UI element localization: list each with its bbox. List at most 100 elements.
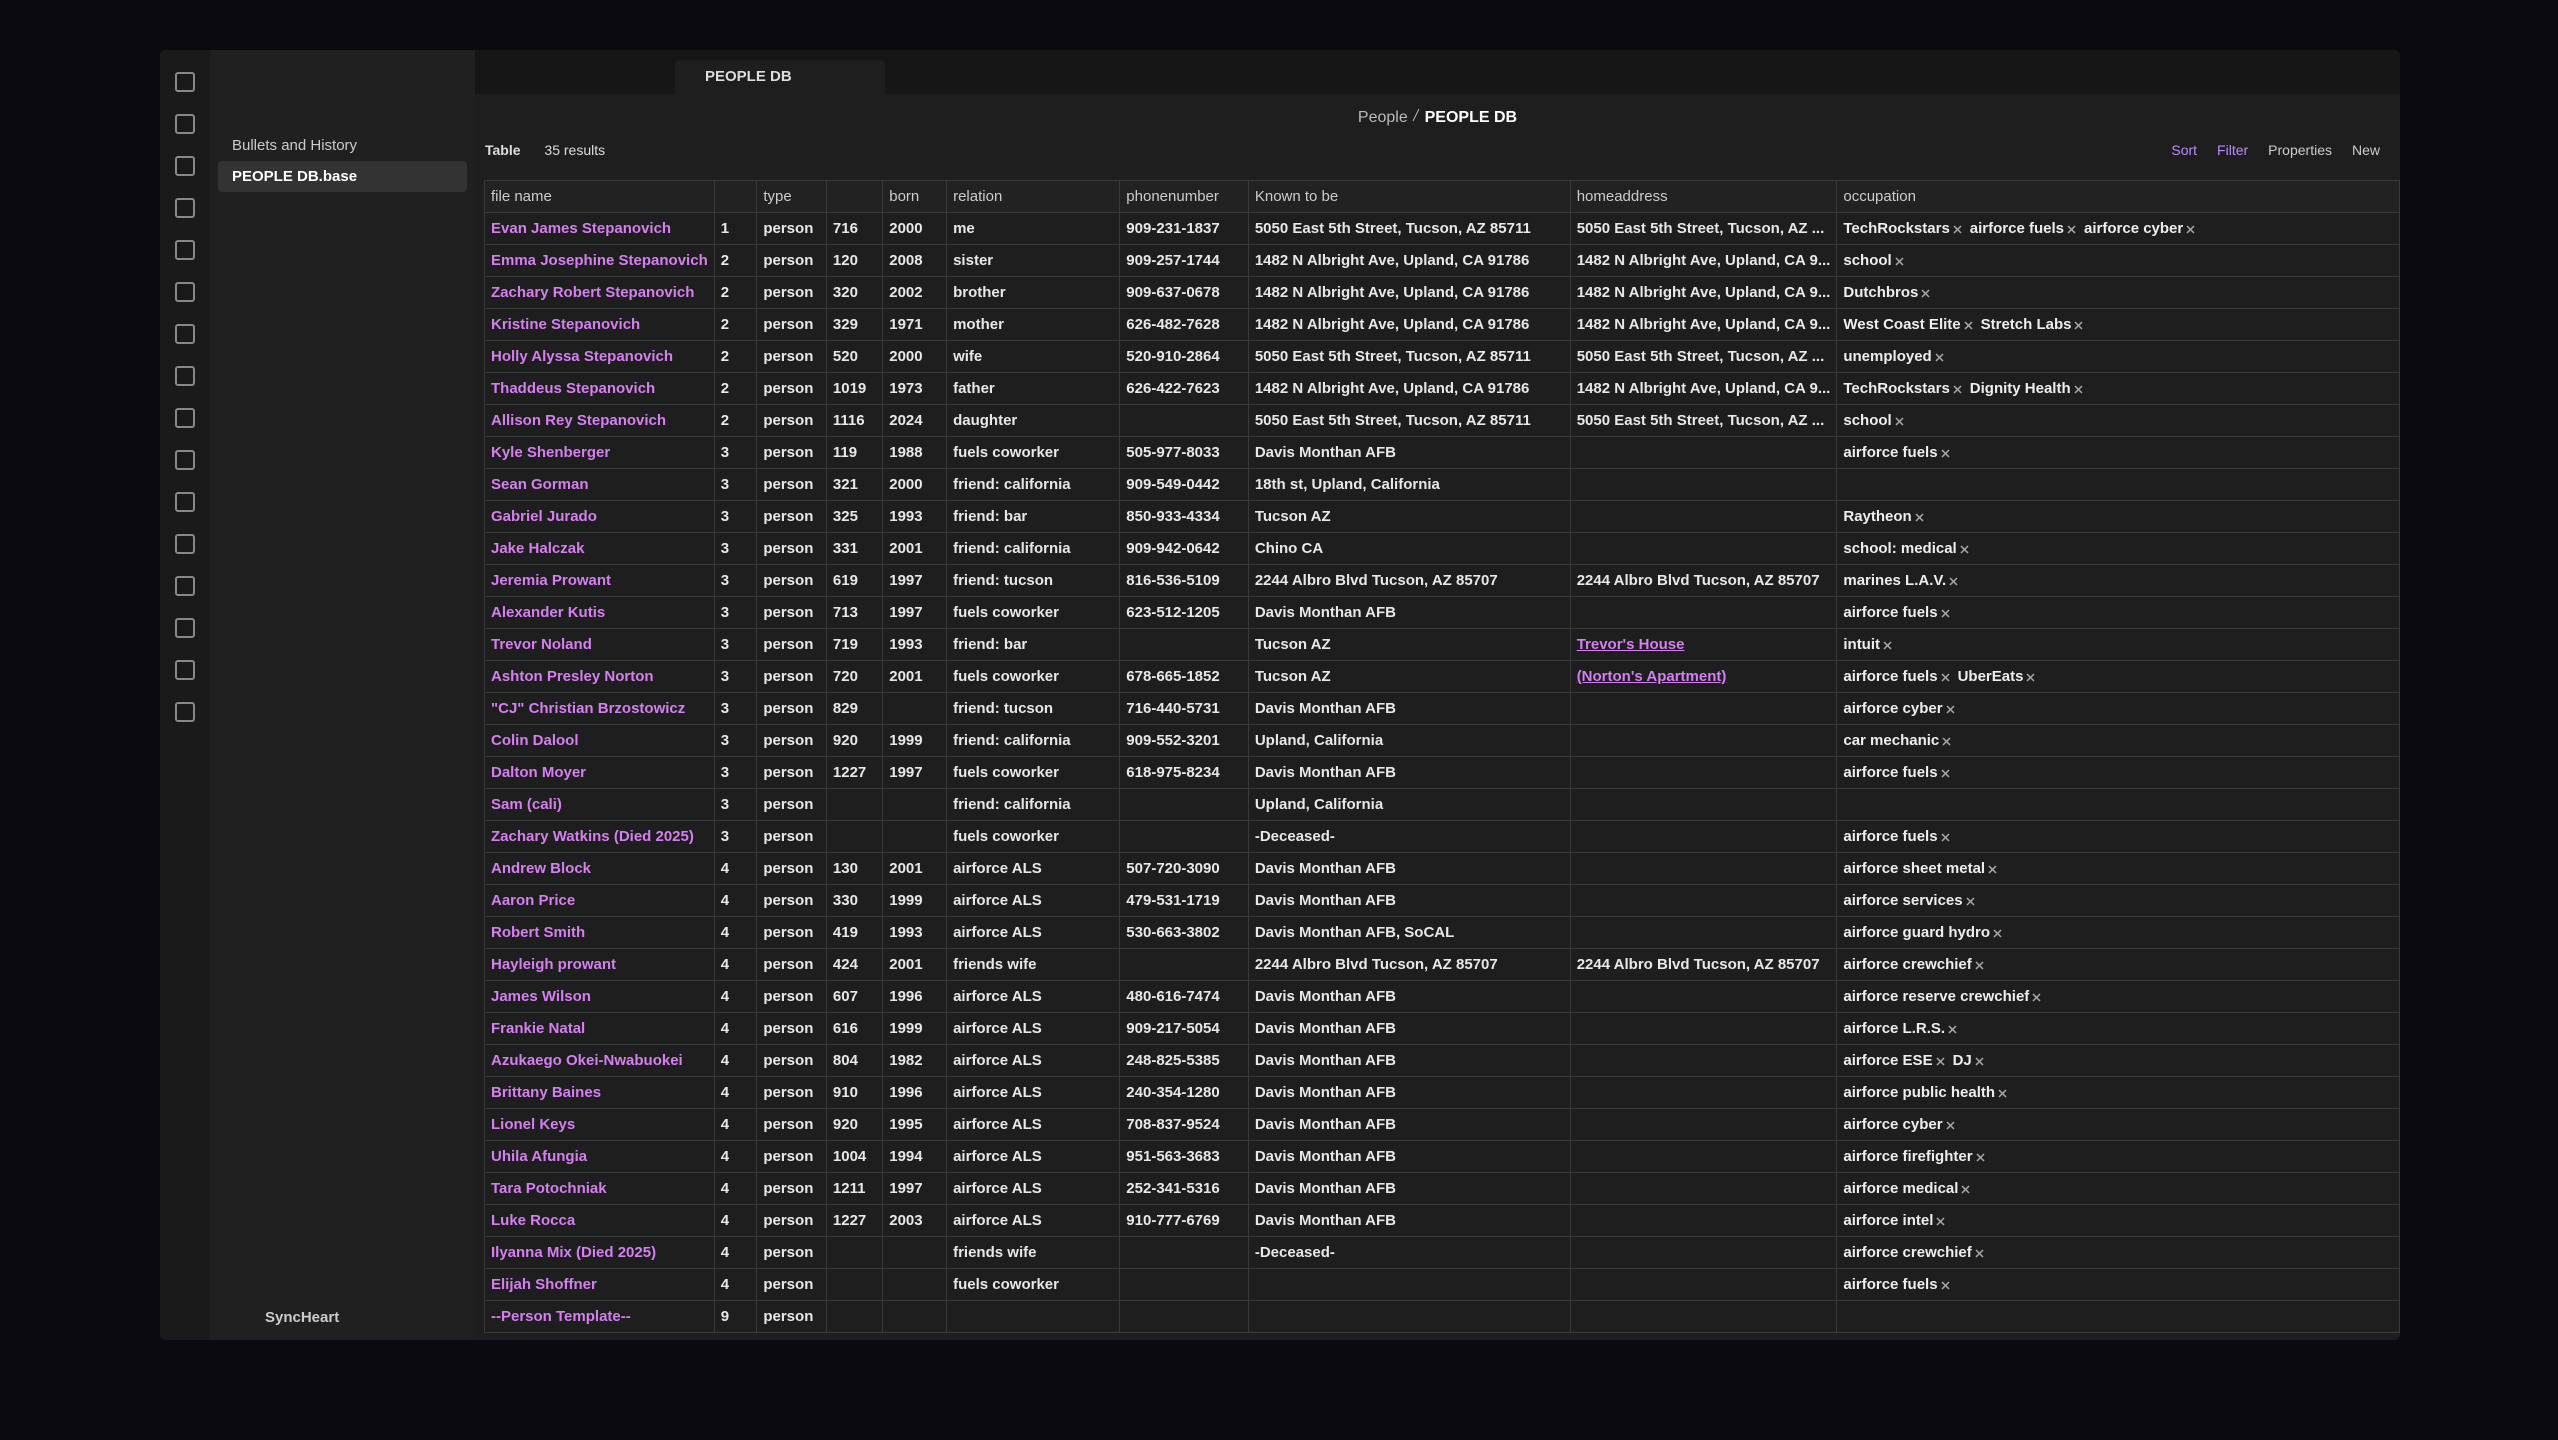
file-name[interactable]: Dalton Moyer [484,756,715,789]
tag[interactable]: school: medical [1843,540,1969,557]
file-name[interactable]: Sam (cali) [484,788,715,821]
file-name[interactable]: --Person Template-- [484,1300,715,1333]
file-name[interactable]: Sean Gorman [484,468,715,501]
remove-icon[interactable] [1948,1025,1957,1034]
remove-icon[interactable] [2032,993,2041,1002]
tag[interactable]: airforce crewchief [1843,1244,1984,1261]
tab[interactable]: PEOPLE DB [675,60,885,94]
remove-icon[interactable] [1895,417,1904,426]
file-name[interactable]: Andrew Block [484,852,715,885]
vault-name[interactable]: SyncHeart [265,1309,340,1326]
tag[interactable]: airforce fuels [1843,604,1950,621]
toolbar-button[interactable]: Sort [2171,142,2198,158]
remove-icon[interactable] [2074,321,2084,330]
tag[interactable]: airforce cyber [1843,700,1955,717]
remove-icon[interactable] [1941,609,1950,618]
file-name[interactable]: Zachary Watkins (Died 2025) [484,820,715,853]
column-header[interactable]: homeaddress [1569,180,1838,213]
tag[interactable]: airforce guard hydro [1843,924,2002,941]
tag[interactable]: Stretch Labs [1981,316,2084,333]
tag[interactable]: airforce fuels [1843,764,1950,781]
file-name[interactable]: Colin Dalool [484,724,715,757]
file-name[interactable]: Uhila Afungia [484,1140,715,1173]
file-name[interactable]: Hayleigh prowant [484,948,715,981]
remove-icon[interactable] [1993,929,2002,938]
tag[interactable]: UberEats [1958,668,2036,685]
tag[interactable]: TechRockstars [1843,220,1962,237]
file-name[interactable]: Azukaego Okei-Nwabuokei [484,1044,715,1077]
remove-icon[interactable] [1998,1089,2007,1098]
column-header[interactable] [713,180,758,213]
tag[interactable]: unemployed [1843,348,1944,365]
remove-icon[interactable] [1960,545,1969,554]
tag[interactable]: airforce fuels [1843,828,1950,845]
file-name[interactable]: Allison Rey Stepanovich [484,404,715,437]
remove-icon[interactable] [1966,897,1975,906]
tag[interactable]: school [1843,252,1904,269]
file-name[interactable]: Holly Alyssa Stepanovich [484,340,715,373]
tag[interactable]: Dutchbros [1843,284,1930,301]
tag[interactable]: West Coast Elite [1843,316,1973,333]
file-name[interactable]: Thaddeus Stepanovich [484,372,715,405]
file-item[interactable]: Bullets and History [232,137,358,154]
file-name[interactable]: Aaron Price [484,884,715,917]
file-name[interactable]: Jake Halczak [484,532,715,565]
file-name[interactable]: Ilyanna Mix (Died 2025) [484,1236,715,1269]
tag[interactable]: airforce fuels [1843,668,1950,685]
tag[interactable]: school [1843,412,1904,429]
file-item[interactable]: PEOPLE DB.base [218,161,467,192]
file-name[interactable]: Jeremia Prowant [484,564,715,597]
remove-icon[interactable] [1946,705,1955,714]
tag[interactable]: airforce crewchief [1843,956,1984,973]
tag[interactable]: airforce reserve crewchief [1843,988,2041,1005]
tag[interactable]: airforce L.R.S. [1843,1020,1957,1037]
tag[interactable]: airforce sheet metal [1843,860,1997,877]
file-name[interactable]: Evan James Stepanovich [484,212,715,245]
file-name[interactable]: Emma Josephine Stepanovich [484,244,715,277]
toolbar-button[interactable]: Filter [2217,142,2249,158]
file-name[interactable]: Robert Smith [484,916,715,949]
toolbar-button[interactable]: Properties [2268,142,2332,158]
remove-icon[interactable] [1964,321,1973,330]
file-name[interactable]: Frankie Natal [484,1012,715,1045]
remove-icon[interactable] [1941,833,1950,842]
remove-icon[interactable] [1988,865,1997,874]
file-name[interactable]: Tara Potochniak [484,1172,715,1205]
remove-icon[interactable] [2186,225,2195,234]
remove-icon[interactable] [1895,257,1904,266]
file-name[interactable]: "CJ" Christian Brzostowicz [484,692,715,725]
remove-icon[interactable] [1975,1057,1984,1066]
column-header[interactable]: phonenumber [1119,180,1249,213]
tag[interactable]: marines L.A.V. [1843,572,1958,589]
tag[interactable]: airforce ESE [1843,1052,1945,1069]
file-name[interactable]: Kristine Stepanovich [484,308,715,341]
file-name[interactable]: Kyle Shenberger [484,436,715,469]
remove-icon[interactable] [1976,1153,1985,1162]
remove-icon[interactable] [1915,513,1924,522]
tag[interactable]: TechRockstars [1843,380,1962,397]
remove-icon[interactable] [1941,673,1950,682]
tag[interactable]: DJ [1953,1052,1984,1069]
remove-icon[interactable] [2026,673,2035,682]
link[interactable]: Trevor's House [1576,636,1685,653]
tag[interactable]: airforce fuels [1843,444,1950,461]
tag[interactable]: airforce fuels [1970,220,2076,237]
column-header[interactable]: file name [484,180,715,213]
remove-icon[interactable] [1975,961,1984,970]
remove-icon[interactable] [2067,225,2076,234]
column-header[interactable]: relation [946,180,1121,213]
column-header[interactable]: type [756,180,827,213]
file-name[interactable]: Elijah Shoffner [484,1268,715,1301]
remove-icon[interactable] [1975,1249,1984,1258]
file-name[interactable]: Gabriel Jurado [484,500,715,533]
remove-icon[interactable] [2074,385,2083,394]
file-name[interactable]: James Wilson [484,980,715,1013]
column-header[interactable]: born [882,180,948,213]
remove-icon[interactable] [1921,289,1930,298]
column-header[interactable] [825,180,884,213]
tag[interactable]: airforce services [1843,892,1975,909]
remove-icon[interactable] [1953,385,1962,394]
crumb-parent[interactable]: People [1357,109,1408,126]
remove-icon[interactable] [1946,1121,1955,1130]
tag[interactable]: airforce fuels [1843,1276,1950,1293]
